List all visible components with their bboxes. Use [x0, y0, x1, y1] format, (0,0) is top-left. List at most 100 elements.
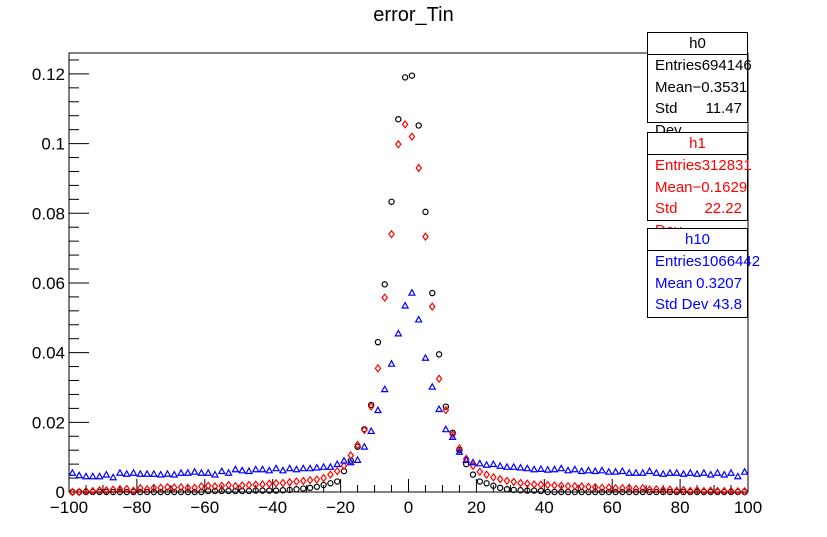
data-point-diamond [272, 478, 280, 488]
data-point-circle [388, 198, 395, 205]
data-point-circle [232, 487, 239, 495]
x-tick-label: −60 [190, 498, 219, 517]
data-point-diamond [69, 487, 76, 497]
data-point-triangle [258, 465, 267, 473]
data-point-triangle [611, 467, 620, 475]
data-point-diamond [231, 481, 239, 491]
data-point-triangle [102, 470, 111, 478]
data-point-diamond [225, 480, 232, 490]
data-point-triangle [353, 455, 362, 463]
y-tick-label: 0 [56, 483, 65, 502]
data-point-diamond [449, 430, 456, 439]
data-point-circle [625, 488, 633, 496]
data-point-triangle [672, 468, 681, 476]
data-point-triangle [333, 459, 342, 468]
data-point-triangle [740, 467, 749, 475]
x-tick-label: 100 [734, 498, 762, 517]
data-point-diamond [564, 481, 572, 491]
data-point-triangle [631, 468, 640, 476]
data-point-triangle [455, 447, 464, 455]
data-point-triangle [272, 464, 281, 472]
data-point-triangle [224, 468, 233, 476]
data-point-diamond [82, 486, 90, 496]
data-point-diamond [537, 480, 545, 490]
data-point-triangle [428, 382, 437, 390]
data-point-circle [619, 488, 626, 496]
data-point-triangle [346, 458, 355, 466]
data-point-diamond [130, 486, 137, 495]
axis-tick-labels: −100 −80 −60 −40 −20 0 20 40 60 80 100 0 0.02 0.04 0.0… [32, 65, 762, 517]
data-point-triangle [312, 463, 321, 471]
data-point-diamond [286, 477, 294, 487]
data-point-diamond [293, 477, 300, 486]
data-point-triangle [713, 468, 722, 476]
data-point-triangle [516, 463, 525, 471]
data-point-triangle [448, 432, 457, 440]
data-point-diamond [259, 479, 266, 489]
series-h0 [69, 72, 748, 496]
data-point-triangle [591, 466, 600, 475]
data-point-diamond [619, 483, 626, 493]
data-point-triangle [543, 465, 552, 473]
data-point-diamond [388, 229, 395, 239]
data-point-diamond [673, 486, 681, 495]
data-point-triangle [278, 466, 287, 474]
data-point-diamond [401, 120, 409, 129]
data-point-triangle [136, 469, 145, 477]
data-point-triangle [360, 442, 369, 450]
data-point-diamond [435, 374, 443, 384]
data-point-diamond [591, 482, 599, 492]
data-point-diamond [102, 485, 110, 495]
data-point-circle [381, 281, 388, 288]
series-h1 [69, 120, 748, 497]
data-point-diamond [164, 482, 171, 492]
data-point-triangle [462, 455, 471, 463]
data-point-circle [143, 488, 151, 496]
stats-row-stddev: Std Dev 43.8 [655, 296, 742, 313]
data-point-diamond [496, 474, 504, 484]
data-point-triangle [523, 464, 532, 472]
data-point-triangle [665, 468, 674, 476]
data-point-circle [483, 480, 490, 487]
data-point-diamond [184, 483, 192, 493]
data-point-triangle [265, 466, 274, 474]
stats-box-title: h0 [648, 33, 747, 55]
data-point-triangle [231, 465, 240, 473]
data-point-circle [306, 484, 314, 492]
data-point-diamond [123, 484, 131, 494]
x-tick-label: 20 [467, 498, 486, 517]
data-point-diamond [503, 476, 511, 486]
x-tick-label: −100 [50, 498, 88, 517]
data-point-diamond [693, 485, 701, 495]
data-point-diamond [238, 480, 246, 490]
data-point-triangle [733, 472, 742, 480]
y-tick-label: 0.06 [32, 274, 65, 293]
data-point-diamond [157, 483, 165, 493]
data-point-triangle [387, 359, 396, 367]
data-point-diamond [557, 481, 565, 491]
data-point-diamond [707, 486, 715, 495]
data-point-diamond [727, 486, 735, 496]
data-point-triangle [285, 464, 294, 472]
data-point-diamond [530, 479, 538, 489]
data-point-circle [327, 480, 334, 487]
data-point-triangle [197, 468, 206, 476]
data-point-diamond [578, 482, 586, 491]
data-point-diamond [612, 483, 619, 493]
data-point-triangle [217, 466, 226, 475]
stats-box-title: h10 [648, 229, 747, 251]
data-point-circle [300, 485, 307, 492]
data-point-triangle [489, 459, 498, 468]
data-point-circle [503, 486, 511, 493]
data-point-diamond [75, 487, 83, 497]
stats-row-mean: Mean −0.3531 [655, 78, 748, 96]
data-point-diamond [442, 405, 450, 415]
y-tick-label: 0.08 [32, 204, 65, 223]
data-point-triangle [509, 462, 518, 470]
data-point-triangle [550, 465, 559, 473]
stats-row-entries: Entries 312831 [655, 157, 752, 174]
data-point-circle [293, 486, 300, 493]
data-point-circle [150, 488, 158, 496]
data-point-diamond [340, 461, 348, 471]
